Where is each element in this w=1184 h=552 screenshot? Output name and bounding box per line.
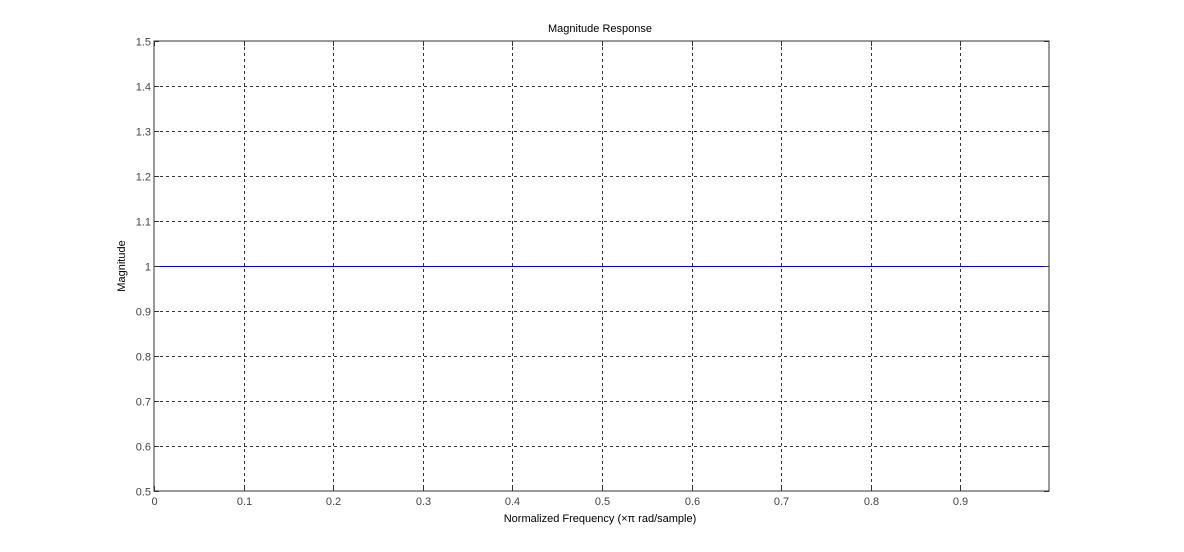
x-tick-label: 0.1 bbox=[237, 496, 252, 508]
y-tick-label: 0.8 bbox=[136, 352, 151, 364]
y-tick-label: 1.2 bbox=[136, 172, 151, 184]
y-tick-label: 1.4 bbox=[136, 82, 151, 94]
y-tick-label: 0.5 bbox=[136, 487, 151, 499]
y-axis-label: Magnitude bbox=[116, 240, 128, 291]
x-tick-label: 0.5 bbox=[595, 496, 610, 508]
x-axis-label: Normalized Frequency (×π rad/sample) bbox=[504, 513, 697, 525]
x-tick-label: 0.4 bbox=[505, 496, 520, 508]
x-tick-label: 0.3 bbox=[416, 496, 431, 508]
y-tick-label: 0.9 bbox=[136, 307, 151, 319]
x-tick-label: 0.6 bbox=[685, 496, 700, 508]
x-tick-label: 0.8 bbox=[864, 496, 879, 508]
x-tick-label: 0.9 bbox=[953, 496, 968, 508]
tick-layer: 0 0.1 0.2 0.3 0.4 0.5 0.6 0.7 0.8 0.9 0.5 0.6 0.7 0.8… bbox=[136, 37, 1049, 508]
y-tick-label: 1.1 bbox=[136, 217, 151, 229]
x-tick-label: 0.2 bbox=[326, 496, 341, 508]
y-tick-label: 1.3 bbox=[136, 127, 151, 139]
y-tick-label: 0.7 bbox=[136, 397, 151, 409]
chart-title: Magnitude Response bbox=[548, 23, 652, 35]
y-tick-label: 1 bbox=[145, 262, 151, 274]
x-tick-label: 0 bbox=[151, 496, 157, 508]
y-tick-label: 0.6 bbox=[136, 442, 151, 454]
x-tick-label: 0.7 bbox=[774, 496, 789, 508]
y-tick-label: 1.5 bbox=[136, 37, 151, 49]
